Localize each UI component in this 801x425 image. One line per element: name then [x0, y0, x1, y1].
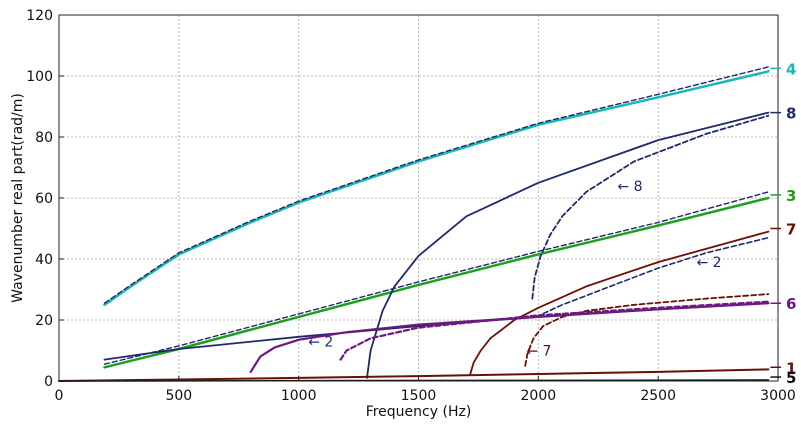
y-tick-label: 0: [44, 374, 53, 390]
curve-label-4: 4: [786, 60, 796, 78]
y-axis-title: Wavenumber real part(rad/m): [10, 93, 26, 303]
y-tick-label: 40: [35, 252, 53, 268]
series-m8-line: [366, 111, 770, 379]
curve-label-5: 5: [786, 369, 796, 387]
series-m1-line: [58, 368, 770, 382]
x-tick-label: 1500: [401, 388, 437, 404]
series-m2d-line: [535, 236, 770, 318]
series-m3-line: [103, 196, 770, 369]
curve-label-1: 1: [786, 359, 796, 377]
y-tick-label: 80: [35, 130, 53, 146]
series-m4-line: [103, 70, 770, 307]
series-m6-line: [249, 302, 770, 373]
curve-label-8: 8: [786, 105, 796, 123]
curve-labels: 4 8 3 7 6 15: [770, 60, 796, 387]
series-curves: [58, 66, 770, 382]
series-m2-line: [103, 302, 770, 361]
y-tick-label: 100: [26, 69, 53, 85]
x-tick-label: 2500: [640, 388, 676, 404]
curve-label-7: 7: [786, 221, 796, 239]
curve-annotations: ← 8 ← 2 ← 2 ← 7: [308, 179, 721, 360]
x-tick-label: 500: [165, 388, 192, 404]
y-tick-label: 60: [35, 191, 53, 207]
series-m3d-line: [103, 191, 770, 365]
annotation-label-1: ← 2: [697, 255, 722, 271]
annotation-label-0: ← 8: [617, 179, 642, 195]
series-m8d-line: [531, 114, 770, 300]
x-tick-label: 0: [55, 388, 64, 404]
x-tick-label: 1000: [281, 388, 317, 404]
y-tick-label: 20: [35, 313, 53, 329]
y-tick-label: 120: [26, 8, 53, 24]
series-m4d-line: [103, 66, 770, 304]
series-m7-line: [469, 230, 770, 376]
annotation-label-2: ← 2: [308, 334, 333, 350]
x-axis-title: Frequency (Hz): [366, 404, 472, 420]
curve-label-6: 6: [786, 295, 796, 313]
curve-label-3: 3: [786, 187, 796, 205]
annotation-label-3: ← 7: [526, 344, 551, 360]
series-m7d-line: [524, 293, 770, 367]
series-m6d-line: [339, 300, 770, 361]
axis-ticks: 0 500 1000 1500 2000 2500 3000 0 20 40 60 80 100 120: [26, 8, 796, 404]
x-tick-label: 2000: [521, 388, 557, 404]
x-tick-label: 3000: [760, 388, 796, 404]
